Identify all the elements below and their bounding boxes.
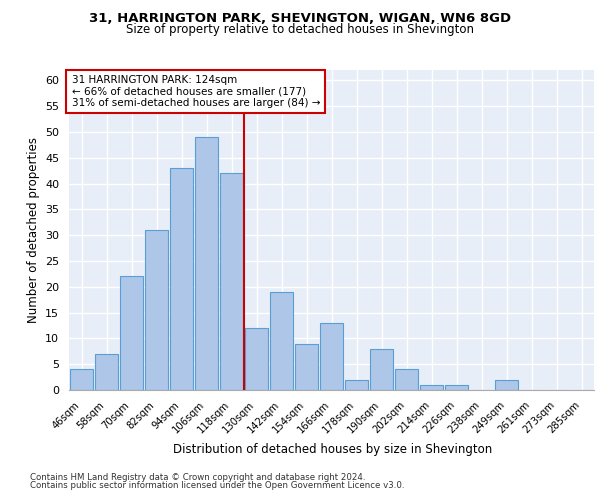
Text: 31, HARRINGTON PARK, SHEVINGTON, WIGAN, WN6 8GD: 31, HARRINGTON PARK, SHEVINGTON, WIGAN, …	[89, 12, 511, 26]
Bar	[220, 173, 244, 390]
Bar	[70, 370, 94, 390]
Text: Contains public sector information licensed under the Open Government Licence v3: Contains public sector information licen…	[30, 481, 404, 490]
Text: Distribution of detached houses by size in Shevington: Distribution of detached houses by size …	[173, 442, 493, 456]
Bar	[170, 168, 193, 390]
Bar	[145, 230, 169, 390]
Bar	[295, 344, 319, 390]
Text: 31 HARRINGTON PARK: 124sqm
← 66% of detached houses are smaller (177)
31% of sem: 31 HARRINGTON PARK: 124sqm ← 66% of deta…	[71, 75, 320, 108]
Bar	[344, 380, 368, 390]
Y-axis label: Number of detached properties: Number of detached properties	[26, 137, 40, 323]
Bar	[370, 348, 394, 390]
Text: Size of property relative to detached houses in Shevington: Size of property relative to detached ho…	[126, 22, 474, 36]
Bar	[320, 323, 343, 390]
Bar	[419, 385, 443, 390]
Bar	[245, 328, 268, 390]
Bar	[194, 137, 218, 390]
Bar	[269, 292, 293, 390]
Bar	[445, 385, 469, 390]
Bar	[395, 370, 418, 390]
Bar	[119, 276, 143, 390]
Text: Contains HM Land Registry data © Crown copyright and database right 2024.: Contains HM Land Registry data © Crown c…	[30, 472, 365, 482]
Bar	[95, 354, 118, 390]
Bar	[494, 380, 518, 390]
